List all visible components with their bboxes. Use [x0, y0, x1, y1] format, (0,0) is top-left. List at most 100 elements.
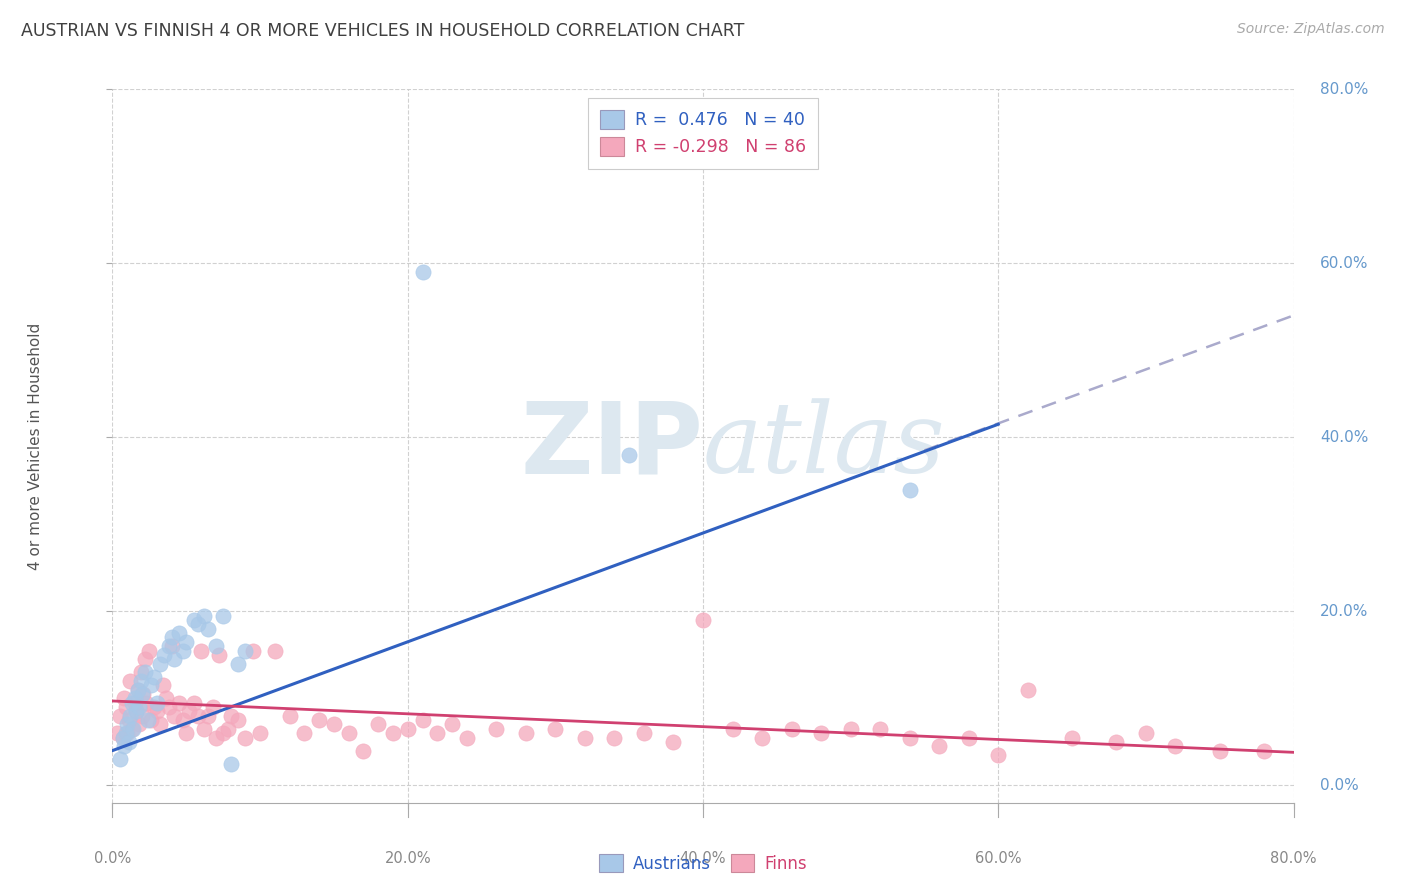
Point	[264, 643, 287, 657]
Point	[367, 717, 389, 731]
Point	[111, 731, 134, 745]
Point	[721, 722, 744, 736]
Point	[139, 713, 162, 727]
Point	[134, 652, 156, 666]
Point	[839, 722, 862, 736]
Point	[337, 726, 360, 740]
Point	[233, 731, 256, 745]
Point	[172, 643, 194, 657]
Text: 40.0%: 40.0%	[679, 851, 727, 865]
Text: 60.0%: 60.0%	[974, 851, 1022, 865]
Text: 0.0%: 0.0%	[94, 851, 131, 865]
Point	[138, 643, 160, 657]
Point	[167, 696, 190, 710]
Point	[121, 696, 143, 710]
Text: 80.0%: 80.0%	[1320, 82, 1368, 96]
Point	[292, 726, 315, 740]
Point	[155, 691, 177, 706]
Point	[122, 722, 145, 736]
Point	[134, 665, 156, 680]
Point	[129, 673, 152, 688]
Point	[149, 717, 172, 731]
Point	[219, 708, 242, 723]
Point	[212, 726, 235, 740]
Point	[208, 648, 231, 662]
Point	[179, 705, 201, 719]
Point	[114, 726, 136, 740]
Point	[1135, 726, 1157, 740]
Point	[1017, 682, 1039, 697]
Point	[278, 708, 301, 723]
Point	[152, 678, 174, 692]
Point	[201, 700, 224, 714]
Point	[157, 700, 180, 714]
Point	[226, 657, 249, 671]
Point	[352, 743, 374, 757]
Point	[187, 708, 209, 723]
Point	[139, 678, 162, 692]
Point	[153, 648, 176, 662]
Point	[187, 617, 209, 632]
Text: 20.0%: 20.0%	[1320, 604, 1368, 619]
Point	[226, 713, 249, 727]
Point	[193, 722, 215, 736]
Text: 20.0%: 20.0%	[384, 851, 432, 865]
Point	[411, 265, 433, 279]
Point	[485, 722, 508, 736]
Point	[120, 673, 142, 688]
Point	[242, 643, 264, 657]
Legend: R =  0.476   N = 40, R = -0.298   N = 86: R = 0.476 N = 40, R = -0.298 N = 86	[588, 98, 818, 169]
Point	[219, 756, 242, 771]
Point	[129, 665, 152, 680]
Point	[183, 696, 205, 710]
Point	[574, 731, 596, 745]
Point	[142, 700, 165, 714]
Point	[780, 722, 803, 736]
Point	[112, 739, 135, 754]
Point	[217, 722, 239, 736]
Point	[323, 717, 346, 731]
Point	[117, 726, 138, 740]
Point	[105, 726, 128, 740]
Point	[411, 713, 433, 727]
Point	[233, 643, 256, 657]
Point	[114, 700, 136, 714]
Point	[131, 708, 153, 723]
Point	[1253, 743, 1275, 757]
Text: AUSTRIAN VS FINNISH 4 OR MORE VEHICLES IN HOUSEHOLD CORRELATION CHART: AUSTRIAN VS FINNISH 4 OR MORE VEHICLES I…	[21, 22, 744, 40]
Text: 80.0%: 80.0%	[1270, 851, 1317, 865]
Point	[751, 731, 773, 745]
Point	[174, 635, 197, 649]
Point	[396, 722, 419, 736]
Point	[135, 696, 157, 710]
Point	[163, 708, 186, 723]
Point	[160, 639, 183, 653]
Point	[633, 726, 655, 740]
Point	[928, 739, 950, 754]
Text: Source: ZipAtlas.com: Source: ZipAtlas.com	[1237, 22, 1385, 37]
Legend: Austrians, Finns: Austrians, Finns	[593, 847, 813, 880]
Text: atlas: atlas	[703, 399, 946, 493]
Point	[124, 696, 146, 710]
Point	[167, 626, 190, 640]
Text: ZIP: ZIP	[520, 398, 703, 494]
Point	[127, 682, 149, 697]
Point	[142, 670, 165, 684]
Point	[1062, 731, 1084, 745]
Point	[619, 448, 641, 462]
Point	[1105, 735, 1128, 749]
Point	[128, 717, 150, 731]
Point	[205, 639, 228, 653]
Point	[149, 657, 172, 671]
Point	[136, 713, 159, 727]
Point	[249, 726, 271, 740]
Point	[125, 705, 148, 719]
Point	[146, 696, 169, 710]
Point	[603, 731, 626, 745]
Point	[193, 608, 215, 623]
Point	[1164, 739, 1187, 754]
Point	[120, 708, 142, 723]
Point	[146, 705, 169, 719]
Point	[157, 639, 180, 653]
Point	[163, 652, 186, 666]
